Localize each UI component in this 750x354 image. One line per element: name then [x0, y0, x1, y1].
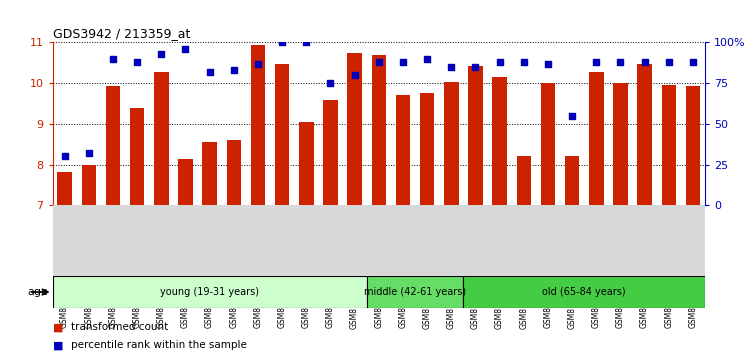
Point — [494, 59, 506, 65]
Bar — [638, 64, 652, 205]
Point — [349, 72, 361, 78]
Text: middle (42-61 years): middle (42-61 years) — [364, 287, 466, 297]
Point — [300, 40, 312, 45]
Bar — [464, 276, 705, 308]
Bar — [202, 142, 217, 205]
Bar — [299, 122, 314, 205]
Bar — [371, 55, 386, 205]
Point — [518, 59, 530, 65]
Text: old (65-84 years): old (65-84 years) — [542, 287, 626, 297]
Bar — [130, 108, 144, 205]
Bar — [154, 72, 169, 205]
Bar — [492, 77, 507, 205]
Text: transformed count: transformed count — [71, 322, 169, 332]
Bar — [662, 85, 676, 205]
Point — [470, 64, 482, 70]
Bar — [274, 64, 290, 205]
Bar — [541, 83, 555, 205]
Bar — [226, 140, 241, 205]
Point — [252, 61, 264, 67]
Point — [614, 59, 626, 65]
Bar — [367, 276, 464, 308]
Point — [155, 51, 167, 57]
Point — [566, 113, 578, 119]
Bar — [420, 93, 434, 205]
Text: percentile rank within the sample: percentile rank within the sample — [71, 340, 248, 350]
Bar — [178, 159, 193, 205]
Bar — [517, 156, 531, 205]
Text: ■: ■ — [53, 322, 63, 332]
Point — [107, 56, 119, 62]
Text: age: age — [28, 287, 49, 297]
Text: ■: ■ — [53, 340, 63, 350]
Bar — [251, 45, 266, 205]
Text: GDS3942 / 213359_at: GDS3942 / 213359_at — [53, 27, 190, 40]
Bar — [565, 156, 579, 205]
Point — [663, 59, 675, 65]
Bar — [396, 95, 410, 205]
Bar — [686, 86, 700, 205]
Point — [325, 80, 337, 86]
Bar — [347, 53, 362, 205]
Point — [397, 59, 409, 65]
Bar — [57, 172, 72, 205]
Bar — [323, 100, 338, 205]
Point — [131, 59, 143, 65]
Bar — [82, 165, 96, 205]
Text: young (19-31 years): young (19-31 years) — [160, 287, 259, 297]
Bar — [53, 276, 367, 308]
Bar — [106, 86, 120, 205]
Point — [446, 64, 458, 70]
Point — [542, 61, 554, 67]
Point — [590, 59, 602, 65]
Point — [203, 69, 215, 75]
Point — [276, 40, 288, 45]
Point — [687, 59, 699, 65]
Bar — [614, 83, 628, 205]
Point — [82, 150, 94, 156]
Bar — [589, 72, 604, 205]
Point — [179, 46, 191, 52]
Point — [421, 56, 433, 62]
Point — [228, 67, 240, 73]
Bar — [444, 82, 458, 205]
Point — [58, 154, 70, 159]
Point — [373, 59, 385, 65]
Bar — [468, 66, 483, 205]
Point — [638, 59, 650, 65]
